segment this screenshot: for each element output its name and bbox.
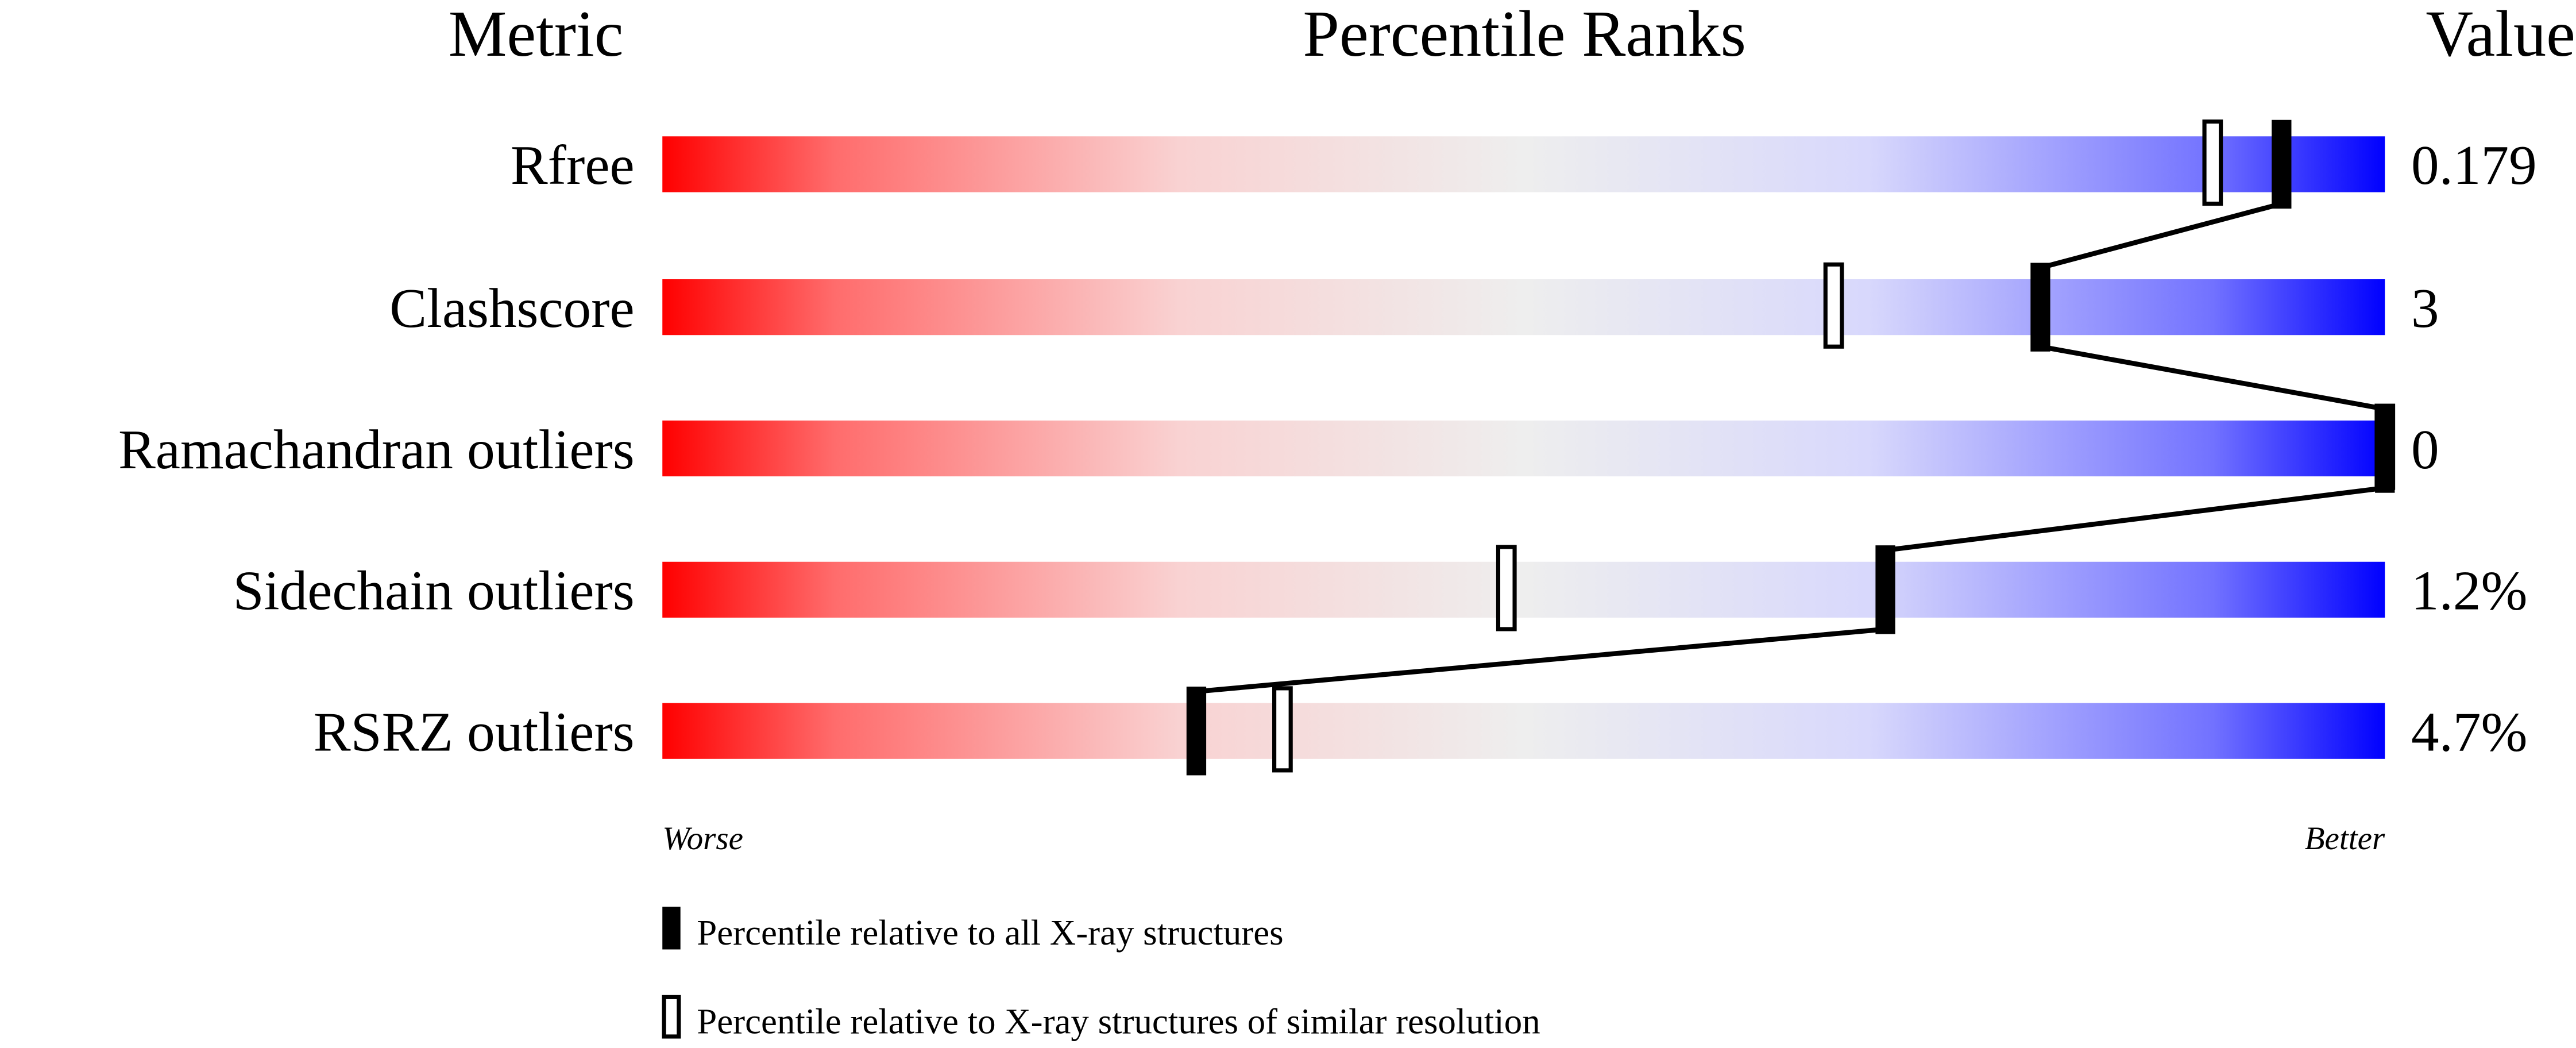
metric-value: 3 xyxy=(2411,278,2439,340)
percentile-bar xyxy=(662,420,2385,477)
connector-line xyxy=(2040,344,2386,412)
all-structures-marker xyxy=(1186,687,1207,776)
metric-label: RSRZ outliers xyxy=(314,702,635,764)
percentile-bar xyxy=(662,561,2385,618)
header-metric: Metric xyxy=(449,0,624,70)
metric-value: 1.2% xyxy=(2411,560,2527,622)
metric-value: 4.7% xyxy=(2411,702,2527,764)
header-value: Value xyxy=(2426,0,2575,70)
percentile-bar xyxy=(662,136,2385,192)
similar-resolution-marker xyxy=(1823,262,1844,349)
legend-item-all: Percentile relative to all X-ray structu… xyxy=(697,912,1283,953)
all-structures-marker xyxy=(2272,120,2292,209)
metric-value: 0 xyxy=(2411,419,2439,481)
metric-label: Rfree xyxy=(511,134,635,196)
legend-item-similar: Percentile relative to X-ray structures … xyxy=(697,1001,1540,1041)
similar-resolution-marker xyxy=(1272,686,1293,773)
connector-line xyxy=(1196,626,1886,694)
all-structures-marker xyxy=(2030,263,2050,352)
all-structures-marker xyxy=(2375,404,2395,493)
similar-resolution-marker xyxy=(1496,545,1517,631)
all-structures-marker xyxy=(1875,545,1895,634)
legend-filled-marker xyxy=(662,907,681,950)
legend-open-marker xyxy=(662,995,681,1039)
percentile-bar xyxy=(662,279,2385,336)
connector-line xyxy=(2040,201,2283,271)
metric-label: Sidechain outliers xyxy=(233,560,635,622)
axis-label-worse: Worse xyxy=(662,820,743,857)
similar-resolution-marker xyxy=(2202,119,2223,206)
metric-value: 0.179 xyxy=(2411,134,2537,196)
connector-line xyxy=(1885,485,2385,553)
percentile-bar xyxy=(662,703,2385,759)
axis-label-better: Better xyxy=(2305,820,2385,857)
metric-label: Clashscore xyxy=(389,278,634,340)
header-percentile-ranks: Percentile Ranks xyxy=(1303,0,1746,70)
metric-label: Ramachandran outliers xyxy=(118,419,635,481)
